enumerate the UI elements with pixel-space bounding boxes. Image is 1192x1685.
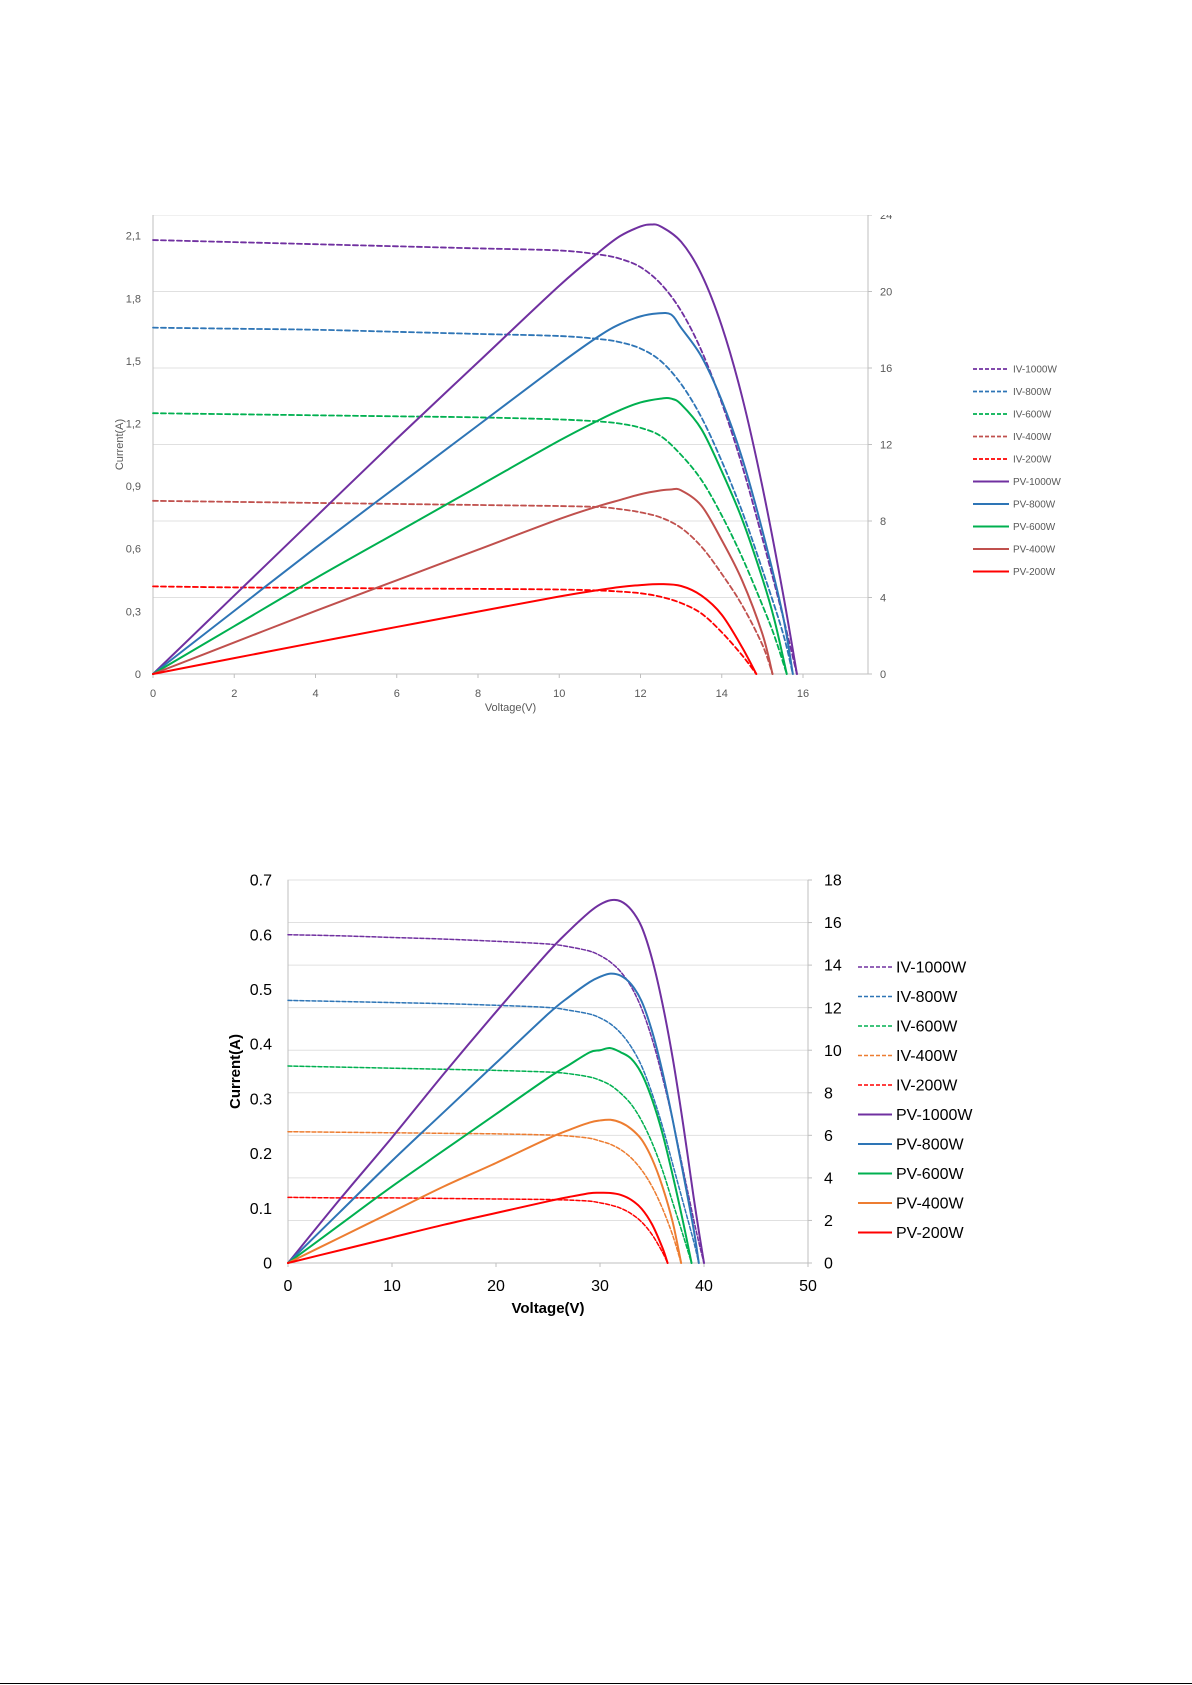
legend-label-pv-1000w: PV-1000W bbox=[896, 1107, 973, 1124]
y-tick-label-5: 0.5 bbox=[250, 982, 272, 999]
y2-tick-label-0: 0 bbox=[880, 669, 886, 681]
x-tick-label-4: 8 bbox=[475, 688, 481, 700]
y-tick-label-1: 0.1 bbox=[250, 1201, 272, 1218]
x-tick-label-3: 6 bbox=[394, 688, 400, 700]
legend-label-iv-1000w: IV-1000W bbox=[896, 960, 967, 977]
x-tick-label-4: 40 bbox=[695, 1278, 713, 1295]
y-tick-label-3: 0.3 bbox=[250, 1091, 272, 1108]
chart-2-svg: 0 10 20 30 40 50 0 0.1 0.2 0.3 0.4 0.5 0.6 0.7 0 2 4 6 8 10… bbox=[227, 873, 973, 1317]
series-line-iv-800w bbox=[287, 999, 700, 1264]
x-tick-label-8: 16 bbox=[797, 688, 809, 700]
series-line-pv-800w bbox=[152, 311, 794, 675]
legend-label-pv-600w: PV-600W bbox=[1013, 522, 1056, 533]
x-tick-label-5: 50 bbox=[799, 1278, 817, 1295]
legend-label-iv-200w: IV-200W bbox=[896, 1078, 958, 1095]
legend-label-pv-600w: PV-600W bbox=[896, 1166, 964, 1183]
x-axis-title: Voltage(V) bbox=[511, 1300, 584, 1317]
legend-label-pv-200w: PV-200W bbox=[1013, 567, 1056, 578]
series-line-pv-400w bbox=[152, 487, 774, 675]
y2-tick-label-0: 0 bbox=[824, 1256, 833, 1273]
series-line-pv-400w bbox=[287, 1118, 683, 1264]
y2-tick-label-9: 18 bbox=[824, 873, 842, 890]
y2-tick-label-3: 6 bbox=[824, 1128, 833, 1145]
series-line-pv-600w bbox=[152, 397, 788, 675]
x-tick-label-6: 12 bbox=[634, 688, 646, 700]
series-line-pv-1000w bbox=[152, 223, 798, 675]
y2-tick-label-4: 16 bbox=[880, 363, 892, 375]
legend-label-pv-800w: PV-800W bbox=[896, 1137, 964, 1154]
y2-tick-label-5: 10 bbox=[824, 1043, 842, 1060]
series-line-iv-1000w bbox=[152, 239, 798, 675]
y-tick-label-3: 0,9 bbox=[126, 481, 141, 493]
x-tick-label-2: 4 bbox=[312, 688, 318, 700]
y2-tick-label-2: 8 bbox=[880, 516, 886, 528]
y-tick-label-6: 1,8 bbox=[126, 293, 141, 305]
y2-tick-label-2: 4 bbox=[824, 1170, 833, 1187]
y2-tick-label-1: 4 bbox=[880, 592, 886, 604]
legend-label-iv-200w: IV-200W bbox=[1013, 455, 1052, 466]
y-tick-label-4: 0.4 bbox=[250, 1037, 272, 1054]
chart-2: 0 10 20 30 40 50 0 0.1 0.2 0.3 0.4 0.5 0.6 0.7 0 2 4 6 8 10… bbox=[0, 860, 1192, 1345]
x-tick-label-1: 2 bbox=[231, 688, 237, 700]
y-tick-label-0: 0 bbox=[135, 669, 141, 681]
chart-1-svg: 0 2 4 6 8 10 12 14 1600,30,60,91,21,51,82,104812… bbox=[114, 210, 1061, 714]
chart-1: 0 2 4 6 8 10 12 14 16 0 0,3 0,6 0,9 1,2 1,5 1,8 2,1 0 4 8 12… bbox=[0, 210, 1192, 740]
y2-tick-label-3: 12 bbox=[880, 439, 892, 451]
legend-label-pv-200w: PV-200W bbox=[896, 1225, 964, 1242]
legend-label-pv-400w: PV-400W bbox=[896, 1196, 964, 1213]
series-line-pv-200w bbox=[152, 583, 758, 675]
y-tick-label-7: 2,1 bbox=[126, 231, 141, 243]
x-tick-label-2: 20 bbox=[487, 1278, 505, 1295]
y2-tick-label-4: 8 bbox=[824, 1085, 833, 1102]
x-tick-label-7: 14 bbox=[716, 688, 728, 700]
x-tick-label-1: 10 bbox=[383, 1278, 401, 1295]
legend-label-iv-800w: IV-800W bbox=[1013, 387, 1052, 398]
y-tick-label-2: 0,6 bbox=[126, 544, 141, 556]
legend-label-iv-1000w: IV-1000W bbox=[1013, 365, 1057, 376]
legend-label-pv-800w: PV-800W bbox=[1013, 500, 1056, 511]
y2-tick-label-7: 14 bbox=[824, 958, 842, 975]
y-tick-label-4: 1,2 bbox=[126, 418, 141, 430]
y-tick-label-6: 0.6 bbox=[250, 927, 272, 944]
y2-tick-label-5: 20 bbox=[880, 286, 892, 298]
x-tick-label-3: 30 bbox=[591, 1278, 609, 1295]
legend-label-iv-400w: IV-400W bbox=[896, 1048, 958, 1065]
series-line-pv-800w bbox=[287, 972, 700, 1264]
y2-tick-label-8: 16 bbox=[824, 915, 842, 932]
series-line-iv-600w bbox=[287, 1065, 693, 1264]
legend-label-iv-800w: IV-800W bbox=[896, 989, 958, 1006]
series-line-pv-1000w bbox=[287, 898, 705, 1264]
y2-tick-label-1: 2 bbox=[824, 1213, 833, 1230]
series-line-iv-400w bbox=[287, 1130, 682, 1264]
legend-label-iv-600w: IV-600W bbox=[1013, 410, 1052, 421]
x-axis-title: Voltage(V) bbox=[485, 702, 536, 714]
y-tick-label-7: 0.7 bbox=[250, 873, 272, 890]
legend-label-pv-1000w: PV-1000W bbox=[1013, 477, 1061, 488]
y-tick-label-2: 0.2 bbox=[250, 1146, 272, 1163]
x-tick-label-5: 10 bbox=[553, 688, 565, 700]
y2-tick-label-6: 24 bbox=[880, 215, 892, 222]
x-tick-label-0: 0 bbox=[150, 688, 156, 700]
series-line-iv-200w bbox=[152, 585, 758, 675]
y-axis-title: Current(A) bbox=[114, 419, 126, 470]
series-line-pv-200w bbox=[287, 1191, 669, 1264]
y-tick-label-0: 0 bbox=[263, 1256, 272, 1273]
legend-label-iv-600w: IV-600W bbox=[896, 1019, 958, 1036]
legend-label-pv-400w: PV-400W bbox=[1013, 545, 1056, 556]
y-tick-label-1: 0,3 bbox=[126, 606, 141, 618]
y2-tick-label-6: 12 bbox=[824, 1000, 842, 1017]
y-tick-label-5: 1,5 bbox=[126, 356, 141, 368]
series-line-pv-600w bbox=[287, 1047, 693, 1264]
page-bottom-rule bbox=[0, 1683, 1192, 1684]
y-axis-title: Current(A) bbox=[227, 1034, 244, 1109]
series-line-iv-600w bbox=[152, 412, 788, 675]
x-tick-label-0: 0 bbox=[284, 1278, 293, 1295]
series-line-iv-800w bbox=[152, 326, 794, 675]
legend-label-iv-400w: IV-400W bbox=[1013, 432, 1052, 443]
